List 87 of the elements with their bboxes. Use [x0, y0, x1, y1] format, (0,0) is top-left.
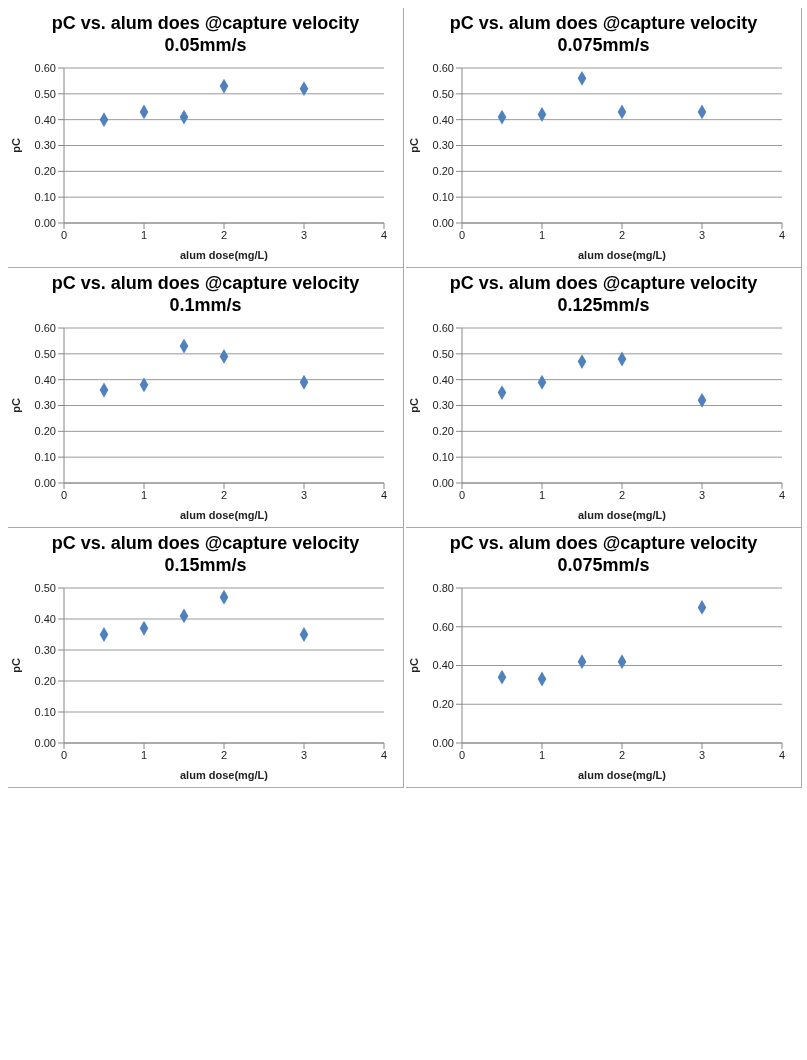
x-tick-label: 1 — [538, 228, 546, 241]
x-tick-label: 3 — [698, 228, 706, 241]
y-tick-label: 0.10 — [34, 451, 56, 464]
chart-title: pC vs. alum does @capture velocity 0.1mm/s — [50, 272, 361, 317]
chart-title: pC vs. alum does @capture velocity 0.075mm/s — [448, 532, 759, 577]
y-tick-label: 0.50 — [34, 347, 56, 360]
x-tick-label: 1 — [140, 488, 148, 501]
y-tick-label: 0.00 — [432, 216, 454, 229]
x-tick-label: 3 — [300, 228, 308, 241]
y-tick-label: 0.50 — [432, 87, 454, 100]
y-tick-label: 0.80 — [432, 581, 454, 594]
y-tick-label: 0.20 — [432, 698, 454, 711]
x-tick-label: 4 — [778, 748, 786, 761]
y-tick-label: 0.40 — [34, 612, 56, 625]
x-tick-label: 2 — [618, 748, 626, 761]
x-tick-label: 0 — [458, 228, 466, 241]
chart-title: pC vs. alum does @capture velocity 0.075mm/s — [448, 12, 759, 57]
y-tick-label: 0.00 — [432, 736, 454, 749]
x-axis-title: alum dose(mg/L) — [179, 249, 269, 261]
y-tick-label: 0.30 — [34, 643, 56, 656]
y-tick-label: 0.20 — [432, 165, 454, 178]
chart-title: pC vs. alum does @capture velocity 0.125mm/s — [448, 272, 759, 317]
y-tick-label: 0.10 — [432, 191, 454, 204]
x-axis-title: alum dose(mg/L) — [179, 509, 269, 521]
x-tick-label: 2 — [220, 228, 228, 241]
y-tick-label: 0.00 — [34, 736, 56, 749]
y-tick-label: 0.10 — [432, 451, 454, 464]
x-tick-label: 2 — [618, 228, 626, 241]
x-tick-label: 1 — [140, 748, 148, 761]
x-tick-label: 3 — [300, 748, 308, 761]
y-tick-label: 0.40 — [34, 113, 56, 126]
y-tick-label: 0.00 — [34, 476, 56, 489]
y-tick-label: 0.60 — [432, 321, 454, 334]
y-tick-label: 0.30 — [34, 399, 56, 412]
y-tick-label: 0.20 — [432, 425, 454, 438]
x-tick-label: 1 — [538, 488, 546, 501]
x-tick-label: 1 — [140, 228, 148, 241]
y-tick-label: 0.50 — [34, 87, 56, 100]
x-tick-label: 0 — [60, 488, 68, 501]
y-tick-label: 0.20 — [34, 165, 56, 178]
y-axis-title: pC — [407, 398, 420, 413]
y-tick-label: 0.40 — [34, 373, 56, 386]
x-tick-label: 2 — [220, 488, 228, 501]
y-tick-label: 0.60 — [432, 61, 454, 74]
x-tick-label: 4 — [778, 228, 786, 241]
y-axis-title: pC — [9, 398, 22, 413]
chart-title: pC vs. alum does @capture velocity 0.15mm/s — [50, 532, 361, 577]
x-tick-label: 4 — [778, 488, 786, 501]
y-tick-label: 0.40 — [432, 659, 454, 672]
x-tick-label: 0 — [60, 748, 68, 761]
y-tick-label: 0.50 — [34, 581, 56, 594]
x-tick-label: 2 — [618, 488, 626, 501]
x-axis-title: alum dose(mg/L) — [577, 509, 667, 521]
y-tick-label: 0.60 — [34, 61, 56, 74]
x-tick-label: 0 — [458, 748, 466, 761]
y-tick-label: 0.10 — [34, 191, 56, 204]
x-tick-label: 3 — [698, 488, 706, 501]
y-tick-label: 0.30 — [34, 139, 56, 152]
x-tick-label: 4 — [380, 228, 388, 241]
x-tick-label: 3 — [698, 748, 706, 761]
x-tick-label: 1 — [538, 748, 546, 761]
y-tick-label: 0.00 — [432, 476, 454, 489]
x-tick-label: 4 — [380, 488, 388, 501]
y-axis-title: pC — [9, 658, 22, 673]
y-tick-label: 0.40 — [432, 113, 454, 126]
y-axis-title: pC — [9, 138, 22, 153]
y-tick-label: 0.30 — [432, 399, 454, 412]
y-tick-label: 0.50 — [432, 347, 454, 360]
y-tick-label: 0.30 — [432, 139, 454, 152]
x-tick-label: 0 — [60, 228, 68, 241]
y-axis-title: pC — [407, 138, 420, 153]
y-tick-label: 0.00 — [34, 216, 56, 229]
y-tick-label: 0.40 — [432, 373, 454, 386]
x-tick-label: 0 — [458, 488, 466, 501]
chart-title: pC vs. alum does @capture velocity 0.05mm/s — [50, 12, 361, 57]
y-tick-label: 0.20 — [34, 674, 56, 687]
x-axis-title: alum dose(mg/L) — [577, 249, 667, 261]
y-axis-title: pC — [407, 658, 420, 673]
y-tick-label: 0.60 — [34, 321, 56, 334]
y-tick-label: 0.10 — [34, 705, 56, 718]
y-tick-label: 0.60 — [432, 620, 454, 633]
x-tick-label: 3 — [300, 488, 308, 501]
x-axis-title: alum dose(mg/L) — [179, 769, 269, 781]
x-axis-title: alum dose(mg/L) — [577, 769, 667, 781]
y-tick-label: 0.20 — [34, 425, 56, 438]
x-tick-label: 4 — [380, 748, 388, 761]
x-tick-label: 2 — [220, 748, 228, 761]
